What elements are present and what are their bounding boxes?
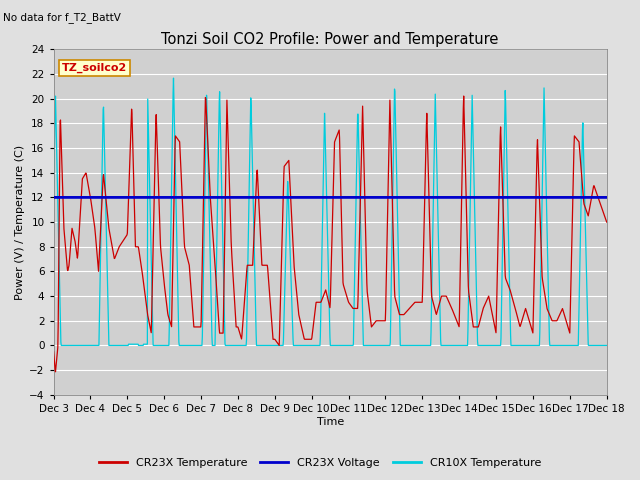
Text: TZ_soilco2: TZ_soilco2 xyxy=(62,63,127,73)
Text: No data for f_T2_BattV: No data for f_T2_BattV xyxy=(3,12,121,23)
Legend: CR23X Temperature, CR23X Voltage, CR10X Temperature: CR23X Temperature, CR23X Voltage, CR10X … xyxy=(95,453,545,472)
X-axis label: Time: Time xyxy=(317,417,344,427)
Title: Tonzi Soil CO2 Profile: Power and Temperature: Tonzi Soil CO2 Profile: Power and Temper… xyxy=(161,32,499,47)
Y-axis label: Power (V) / Temperature (C): Power (V) / Temperature (C) xyxy=(15,144,25,300)
